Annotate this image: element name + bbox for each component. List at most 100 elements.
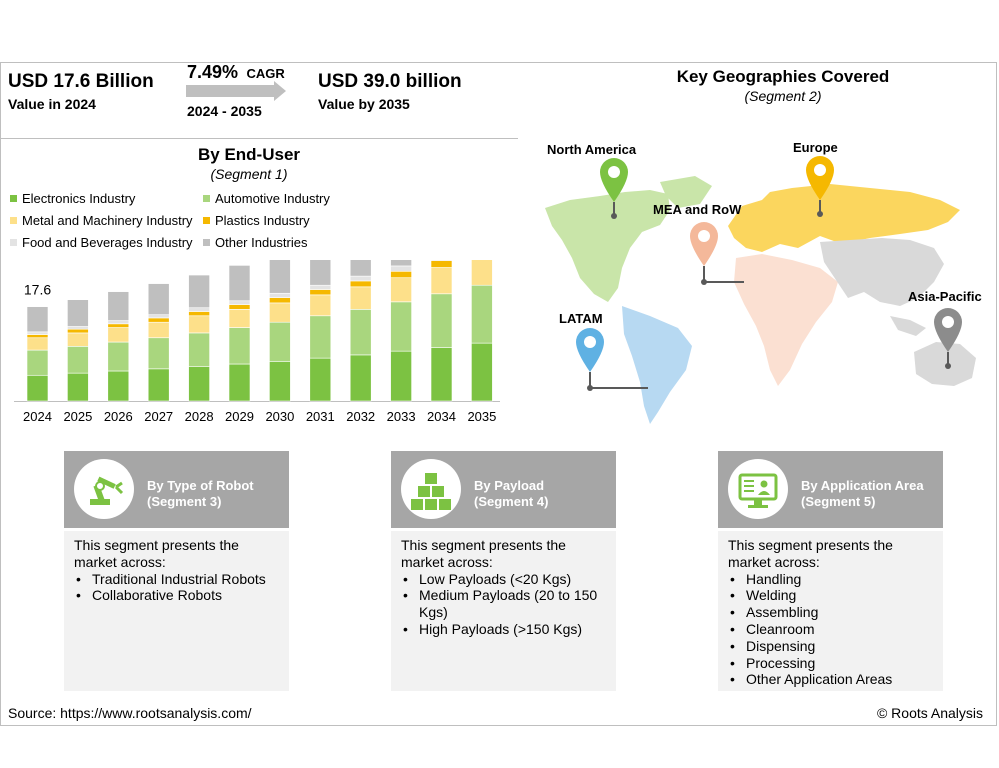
bar-segment-2027-2: [147, 321, 170, 339]
bar-segment-2025-4: [67, 326, 89, 330]
panel-application-title: By Application Area: [801, 478, 924, 493]
bar-segment-2027-4: [147, 314, 170, 319]
data-label-2024: 17.6: [24, 282, 51, 298]
bar-segment-2025-3: [67, 328, 89, 334]
chart-title: By End-User: [197, 145, 301, 164]
copyright-text: © Roots Analysis: [876, 705, 983, 721]
bar-segment-2033-3: [390, 270, 412, 279]
panel-robot-type-segment: (Segment 3): [147, 494, 222, 509]
x-tick-label: 2025: [63, 409, 92, 424]
cagr-value: 7.49%: [187, 62, 239, 82]
list-item: Dispensing: [728, 638, 933, 655]
bar-segment-2027-5: [147, 283, 170, 316]
bar-segment-2030-1: [269, 321, 291, 362]
bar-segment-2035-0: [471, 342, 493, 402]
list-item: Welding: [728, 587, 933, 604]
bar-segment-2026-0: [107, 370, 130, 402]
map-southeast-asia: [890, 316, 926, 336]
end-label: Value by 2035: [318, 96, 410, 112]
bar-segment-2031-5: [309, 260, 332, 286]
bar-segment-2028-0: [188, 366, 210, 402]
bar-segment-2024-4: [26, 331, 49, 335]
header-divider: [0, 138, 518, 139]
stacked-bar-chart: 2024 2025 2026 2027 2028 2029 2030 2031 2032 2033…: [14, 260, 500, 424]
geo-label-north-america: North America: [547, 142, 637, 157]
bar-segment-2032-5: [349, 260, 372, 277]
pin-asia-pacific-icon: [934, 308, 962, 369]
legend-food: Food and Beverages Industry: [10, 235, 193, 250]
bar-segment-2032-0: [349, 354, 372, 402]
x-tick-label: 2035: [467, 409, 496, 424]
bar-segment-2031-1: [309, 315, 332, 359]
bar-segment-2033-0: [390, 350, 412, 402]
list-item: Handling: [728, 571, 933, 588]
bar-segment-2030-2: [269, 302, 291, 323]
bar-segment-2026-4: [107, 320, 130, 325]
panel-application-segment: (Segment 5): [801, 494, 876, 509]
panel-list: Handling Welding Assembling Cleanroom Di…: [728, 571, 933, 689]
cagr-block: 7.49% CAGR: [187, 62, 285, 83]
panel-payload-segment: (Segment 4): [474, 494, 549, 509]
x-tick-label: 2026: [104, 409, 133, 424]
pin-europe-icon: [806, 156, 834, 217]
panel-payload-header: By Payload (Segment 4): [391, 451, 616, 528]
panel-list: Traditional Industrial Robots Collaborat…: [74, 571, 279, 605]
start-value: USD 17.6 Billion: [8, 71, 154, 92]
bar-segment-2027-3: [147, 317, 170, 323]
cagr-label: CAGR: [246, 66, 285, 81]
bar-segment-2030-0: [269, 361, 291, 402]
map-australia: [914, 342, 976, 386]
legend-metal: Metal and Machinery Industry: [10, 213, 193, 228]
bar-segment-2034-0: [430, 347, 453, 402]
map-latam: [622, 306, 692, 424]
legend-swatch: [10, 217, 17, 224]
bar-segment-2027-0: [147, 368, 170, 402]
list-item: Low Payloads (<20 Kgs): [401, 571, 606, 588]
pin-north-america-icon: [600, 158, 628, 219]
bar-segment-2033-4: [390, 265, 412, 272]
boxes-icon: [401, 459, 461, 519]
bar-segment-2031-0: [309, 357, 332, 402]
monitor-user-icon: [728, 459, 788, 519]
bar-segment-2025-2: [67, 332, 89, 347]
legend-automotive: Automotive Industry: [203, 191, 330, 206]
list-item: Traditional Industrial Robots: [74, 571, 279, 588]
legend-other: Other Industries: [203, 235, 308, 250]
world-map: [545, 156, 976, 424]
x-tick-label: 2032: [346, 409, 375, 424]
bar-segment-2029-3: [228, 304, 251, 310]
map-africa: [734, 254, 838, 386]
bar-segment-2028-2: [188, 315, 210, 334]
bar-segment-2029-1: [228, 327, 251, 365]
bar-segment-2029-5: [228, 265, 251, 302]
pin-mea-icon: [690, 222, 744, 285]
bar-segment-2030-4: [269, 292, 291, 298]
legend-electronics: Electronics Industry: [10, 191, 135, 206]
bar-segment-2025-1: [67, 346, 89, 374]
panel-payload-body: This segment presents the market across:…: [391, 531, 616, 691]
list-item: Medium Payloads (20 to 150 Kgs): [401, 587, 606, 621]
bar-segment-2032-1: [349, 309, 372, 356]
list-item: Cleanroom: [728, 621, 933, 638]
panel-intro: This segment presents the market across:: [728, 537, 893, 570]
bar-segment-2024-5: [26, 306, 49, 333]
bar-segment-2025-5: [67, 299, 89, 327]
panel-robot-type-header: By Type of Robot (Segment 3): [64, 451, 289, 528]
geo-title: Key Geographies Covered: [676, 67, 890, 86]
infographic-frame: [0, 62, 997, 726]
bar-segment-2031-2: [309, 294, 332, 317]
growth-arrow-icon: [186, 81, 286, 101]
panel-application-header: By Application Area (Segment 5): [718, 451, 943, 528]
list-item: High Payloads (>150 Kgs): [401, 621, 606, 638]
x-tick-label: 2024: [23, 409, 52, 424]
list-item: Processing: [728, 655, 933, 672]
chart-subtitle: (Segment 1): [210, 166, 288, 182]
geo-label-mea: MEA and RoW: [653, 202, 742, 217]
legend-swatch: [203, 239, 210, 246]
bar-segment-2034-2: [430, 267, 453, 295]
panel-intro: This segment presents the market across:: [74, 537, 239, 570]
bar-segment-2032-2: [349, 286, 372, 310]
x-tick-label: 2029: [225, 409, 254, 424]
bar-segment-2026-1: [107, 341, 130, 372]
panel-intro: This segment presents the market across:: [401, 537, 566, 570]
